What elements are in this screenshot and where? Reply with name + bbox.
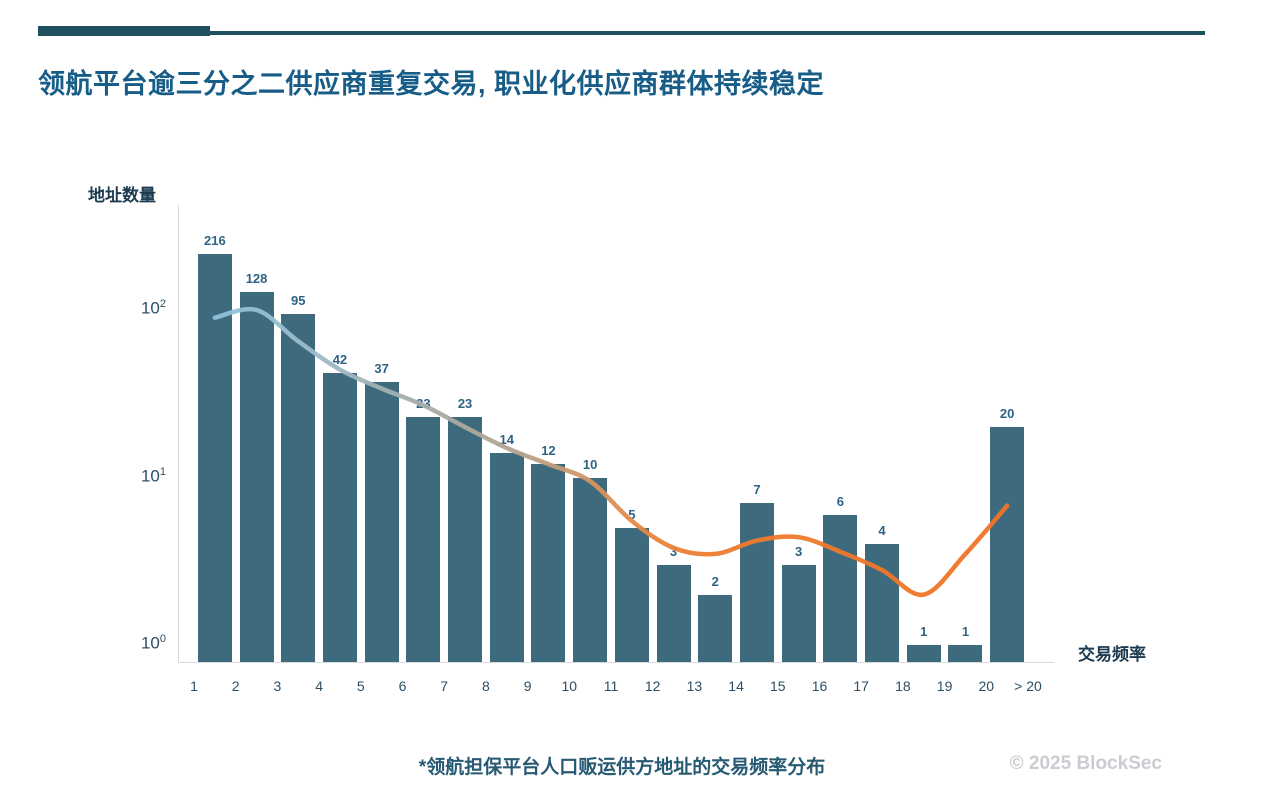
y-axis-title: 地址数量 xyxy=(88,186,156,205)
copyright-notice: © 2025 BlockSec xyxy=(1009,753,1162,774)
x-tick-label: 16 xyxy=(811,678,828,694)
x-tick-label: 20 xyxy=(978,678,995,694)
bar xyxy=(781,565,816,662)
x-tick-label: 7 xyxy=(440,678,449,694)
y-axis-line xyxy=(178,205,179,663)
bar xyxy=(614,527,649,662)
bar-value-label: 2 xyxy=(711,573,719,589)
bar xyxy=(364,382,399,662)
x-tick-label: 5 xyxy=(356,678,365,694)
bar-value-label: 23 xyxy=(457,395,473,411)
bar xyxy=(656,565,691,662)
x-tick-label: 1 xyxy=(190,678,198,694)
bar-value-label: 1 xyxy=(961,624,970,639)
bar xyxy=(698,594,733,662)
bar xyxy=(865,544,900,662)
bar-value-label: 216 xyxy=(203,232,226,248)
bar xyxy=(990,427,1025,662)
bar xyxy=(739,503,774,662)
bar-value-label: 7 xyxy=(753,482,761,498)
bar xyxy=(197,253,232,662)
bar-value-label: 6 xyxy=(836,493,844,509)
y-tick-label: 101 xyxy=(140,465,166,486)
x-tick-label: > 20 xyxy=(1014,678,1042,694)
bar xyxy=(573,477,608,662)
bar xyxy=(906,645,941,662)
x-tick-label: 13 xyxy=(686,678,703,694)
bar-value-label: 1 xyxy=(920,624,928,639)
bar-value-label: 4 xyxy=(878,523,886,539)
bar xyxy=(239,292,274,662)
x-tick-label: 10 xyxy=(561,678,578,694)
bar xyxy=(531,464,566,662)
x-axis-line xyxy=(178,662,1054,663)
bar-value-label: 20 xyxy=(999,406,1015,422)
x-tick-label: 17 xyxy=(853,678,869,694)
x-tick-label: 2 xyxy=(231,678,240,694)
bar xyxy=(322,373,357,662)
x-tick-label: 11 xyxy=(603,678,619,694)
page-title: 领航平台逾三分之二供应商重复交易, 职业化供应商群体持续稳定 xyxy=(38,69,825,99)
top-rule xyxy=(38,31,1205,35)
bar-value-label: 37 xyxy=(374,361,389,377)
x-tick-label: 3 xyxy=(273,678,282,694)
bar xyxy=(489,453,524,662)
x-tick-label: 14 xyxy=(728,678,744,694)
x-tick-label: 15 xyxy=(770,678,786,694)
x-tick-label: 12 xyxy=(644,678,661,694)
bar xyxy=(823,514,858,662)
x-tick-label: 4 xyxy=(315,678,323,694)
x-tick-label: 8 xyxy=(481,678,490,694)
y-tick-label: 100 xyxy=(140,633,166,653)
chart-caption: *领航担保平台人口贩运供方地址的交易频率分布 xyxy=(418,757,826,778)
bar-value-label: 3 xyxy=(669,544,678,560)
bar-value-label: 95 xyxy=(291,292,306,308)
bar xyxy=(448,416,483,662)
bar xyxy=(948,645,983,662)
bar xyxy=(406,416,441,662)
x-tick-label: 18 xyxy=(895,678,911,694)
bar xyxy=(281,313,316,662)
x-tick-label: 6 xyxy=(398,678,407,694)
bar-value-label: 128 xyxy=(245,271,268,287)
bar-value-label: 5 xyxy=(628,506,636,522)
x-axis-title: 交易频率 xyxy=(1078,645,1146,664)
bar-value-label: 3 xyxy=(795,544,803,560)
x-tick-label: 9 xyxy=(523,678,532,694)
y-tick-label: 102 xyxy=(140,298,166,318)
x-tick-label: 19 xyxy=(936,678,953,694)
bar-value-label: 10 xyxy=(582,456,598,472)
